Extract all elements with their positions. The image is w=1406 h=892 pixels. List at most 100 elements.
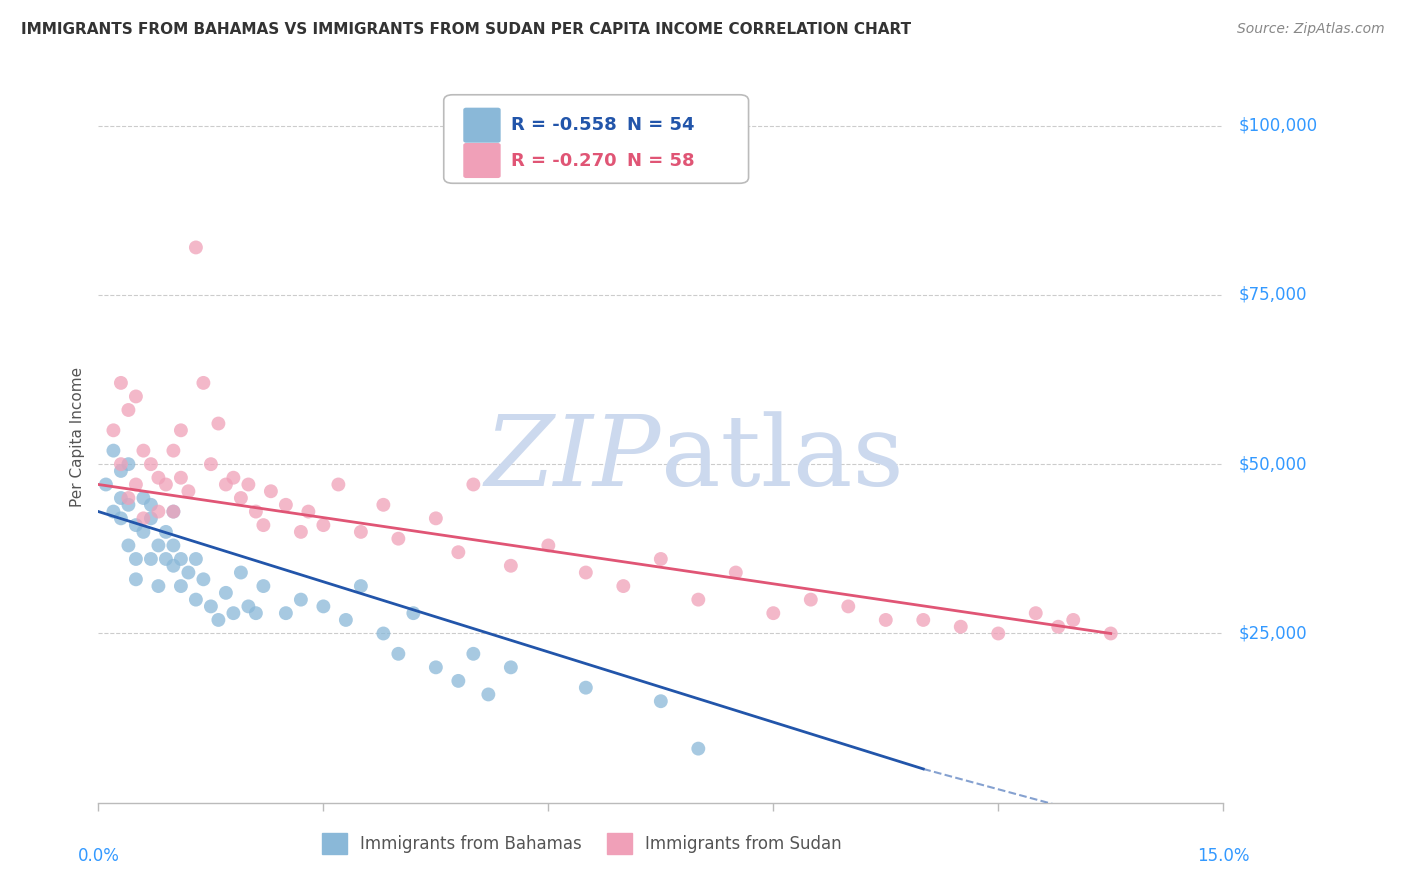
Text: atlas: atlas [661,411,904,507]
Point [222,471,245,485]
Point [117,403,139,417]
Point [425,511,447,525]
Text: R = -0.270: R = -0.270 [512,152,617,169]
Point [155,477,177,491]
Point [762,606,785,620]
Point [1047,620,1070,634]
Point [184,552,207,566]
Point [463,647,485,661]
Point [162,505,184,519]
Point [724,566,747,580]
Point [463,477,485,491]
Point [245,505,267,519]
Point [229,491,252,505]
Point [139,552,162,566]
Point [402,606,425,620]
FancyBboxPatch shape [464,108,501,142]
Point [837,599,859,614]
Point [875,613,897,627]
Point [1025,606,1047,620]
Point [103,443,125,458]
Point [238,477,260,491]
Point [125,552,148,566]
FancyBboxPatch shape [464,144,501,178]
Text: 0.0%: 0.0% [77,847,120,865]
Point [350,579,373,593]
Point [238,599,260,614]
Point [387,532,409,546]
Point [170,579,193,593]
Text: $100,000: $100,000 [1239,117,1317,135]
Point [1099,626,1122,640]
Point [170,552,193,566]
Point [148,538,170,552]
Point [162,538,184,552]
Point [155,524,177,539]
Point [274,498,297,512]
Text: 15.0%: 15.0% [1197,847,1250,865]
Point [260,484,283,499]
Point [125,477,148,491]
Point [350,524,373,539]
Point [132,491,155,505]
Point [94,477,117,491]
Point [200,457,222,471]
Point [162,558,184,573]
Point [200,599,222,614]
Point [170,423,193,437]
Point [148,579,170,593]
Point [1062,613,1084,627]
Text: ZIP: ZIP [485,411,661,507]
Point [499,660,522,674]
Point [148,505,170,519]
Point [447,545,470,559]
Point [117,498,139,512]
Point [290,524,312,539]
Point [297,505,319,519]
Point [252,579,274,593]
Point [688,592,710,607]
Point [477,688,499,702]
Y-axis label: Per Capita Income: Per Capita Income [69,367,84,508]
Point [162,505,184,519]
Point [132,443,155,458]
Point [110,464,132,478]
Text: N = 58: N = 58 [627,152,695,169]
Point [117,457,139,471]
Point [184,240,207,254]
Point [148,471,170,485]
Point [177,484,200,499]
Point [125,572,148,586]
Point [222,606,245,620]
Point [215,477,238,491]
Point [184,592,207,607]
Point [373,626,395,640]
Point [110,376,132,390]
Point [125,389,148,403]
Point [155,552,177,566]
Legend: Immigrants from Bahamas, Immigrants from Sudan: Immigrants from Bahamas, Immigrants from… [315,827,849,860]
Point [215,586,238,600]
Point [125,518,148,533]
Point [193,572,215,586]
Point [110,511,132,525]
FancyBboxPatch shape [444,95,748,183]
Point [103,505,125,519]
Point [499,558,522,573]
Point [387,647,409,661]
Text: $25,000: $25,000 [1239,624,1306,642]
Text: $75,000: $75,000 [1239,285,1306,304]
Text: $50,000: $50,000 [1239,455,1306,473]
Point [117,538,139,552]
Point [103,423,125,437]
Text: N = 54: N = 54 [627,116,695,134]
Point [177,566,200,580]
Point [425,660,447,674]
Point [612,579,634,593]
Point [132,511,155,525]
Point [132,524,155,539]
Point [447,673,470,688]
Point [688,741,710,756]
Point [650,552,672,566]
Point [193,376,215,390]
